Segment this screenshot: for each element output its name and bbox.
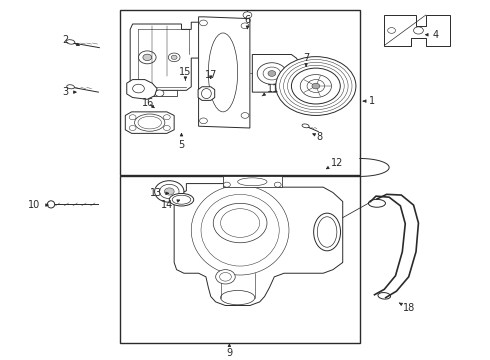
Text: 10: 10	[28, 200, 49, 210]
Ellipse shape	[302, 124, 309, 128]
Ellipse shape	[314, 213, 341, 251]
Text: 16: 16	[142, 98, 154, 108]
Ellipse shape	[48, 201, 55, 208]
Polygon shape	[198, 87, 215, 100]
Circle shape	[243, 12, 252, 18]
Text: 6: 6	[245, 15, 250, 28]
Ellipse shape	[66, 40, 75, 44]
Text: 18: 18	[399, 303, 415, 313]
Circle shape	[280, 59, 352, 113]
Circle shape	[220, 273, 231, 281]
Polygon shape	[125, 112, 174, 133]
Bar	[223, 176, 282, 187]
Circle shape	[163, 115, 170, 120]
Circle shape	[241, 113, 249, 118]
Circle shape	[241, 23, 249, 29]
Circle shape	[216, 270, 235, 284]
Polygon shape	[174, 184, 343, 306]
Polygon shape	[130, 22, 203, 90]
Circle shape	[268, 71, 276, 76]
Circle shape	[288, 65, 344, 107]
Text: 12: 12	[326, 158, 343, 169]
Circle shape	[155, 181, 184, 202]
Ellipse shape	[135, 114, 165, 131]
Circle shape	[388, 28, 395, 33]
Polygon shape	[384, 15, 450, 45]
Text: 3: 3	[62, 87, 76, 97]
Ellipse shape	[138, 116, 161, 129]
Text: 7: 7	[303, 53, 309, 66]
Circle shape	[213, 203, 267, 243]
Circle shape	[274, 182, 281, 187]
Bar	[121, 10, 360, 175]
Ellipse shape	[318, 217, 337, 247]
Text: 9: 9	[226, 344, 232, 358]
Circle shape	[164, 188, 174, 195]
Ellipse shape	[208, 33, 238, 112]
Circle shape	[159, 184, 179, 199]
Text: 1: 1	[363, 96, 375, 106]
Circle shape	[155, 90, 164, 96]
Ellipse shape	[220, 291, 255, 305]
Text: 17: 17	[205, 70, 217, 80]
Circle shape	[300, 75, 331, 98]
Circle shape	[129, 126, 136, 131]
Polygon shape	[198, 17, 250, 128]
Text: 14: 14	[161, 200, 180, 210]
Circle shape	[220, 209, 260, 237]
Circle shape	[276, 57, 356, 116]
Text: 13: 13	[150, 188, 169, 198]
Circle shape	[133, 84, 145, 93]
Ellipse shape	[378, 293, 391, 299]
Ellipse shape	[67, 85, 74, 89]
Circle shape	[163, 126, 170, 131]
Circle shape	[129, 115, 136, 120]
Ellipse shape	[172, 195, 191, 204]
Circle shape	[292, 68, 340, 104]
Polygon shape	[143, 90, 176, 96]
Ellipse shape	[368, 199, 386, 207]
Circle shape	[199, 118, 207, 124]
Text: 15: 15	[179, 67, 192, 80]
Polygon shape	[127, 80, 157, 99]
Circle shape	[143, 54, 152, 60]
Ellipse shape	[201, 89, 211, 99]
Ellipse shape	[238, 178, 267, 186]
Ellipse shape	[169, 193, 194, 206]
Circle shape	[284, 62, 348, 110]
Text: 8: 8	[313, 132, 323, 142]
Circle shape	[307, 80, 325, 93]
Circle shape	[414, 27, 423, 34]
Text: 5: 5	[178, 134, 185, 150]
Circle shape	[223, 182, 230, 187]
Circle shape	[168, 53, 180, 62]
Text: 2: 2	[62, 35, 79, 46]
Polygon shape	[252, 54, 301, 92]
Text: 11: 11	[262, 84, 279, 96]
Circle shape	[312, 83, 320, 89]
Circle shape	[257, 63, 287, 84]
Circle shape	[139, 51, 156, 64]
Circle shape	[263, 67, 281, 80]
Circle shape	[171, 55, 177, 59]
Bar	[121, 176, 360, 343]
Text: 4: 4	[426, 30, 439, 40]
Circle shape	[199, 20, 207, 26]
